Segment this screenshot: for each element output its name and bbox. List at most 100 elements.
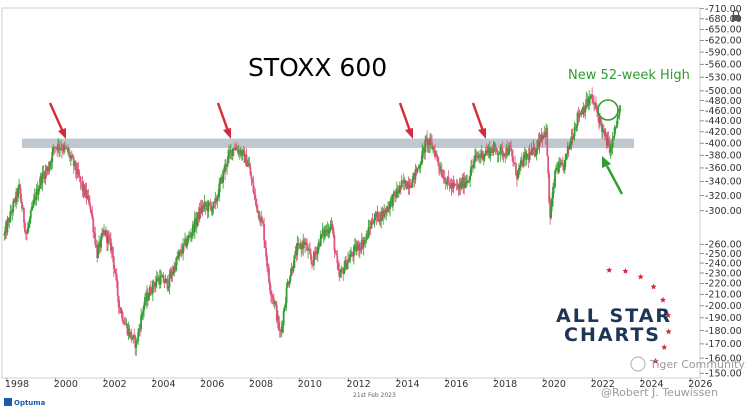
candle	[374, 211, 377, 221]
candle	[501, 141, 504, 160]
candle	[341, 266, 344, 271]
candle	[29, 209, 32, 223]
candle	[296, 235, 299, 261]
candle	[96, 240, 99, 263]
candle	[47, 161, 50, 175]
candle	[84, 183, 87, 199]
candle	[468, 176, 471, 183]
candle	[484, 146, 487, 157]
candle	[121, 309, 124, 324]
candle	[91, 205, 94, 220]
candle	[52, 144, 55, 156]
candle	[53, 145, 56, 155]
candle	[135, 337, 138, 356]
candle	[506, 140, 509, 158]
candle	[272, 293, 274, 305]
candle	[587, 95, 590, 111]
candle	[606, 131, 609, 149]
y-tick-label: -680.00	[705, 14, 742, 25]
candle	[79, 176, 82, 190]
candle	[376, 205, 379, 222]
candle	[271, 290, 273, 305]
candle	[358, 241, 361, 258]
candle	[210, 201, 213, 216]
red-arrow-2018	[471, 102, 486, 139]
candle	[166, 275, 169, 292]
candle	[340, 265, 343, 278]
candle	[429, 133, 431, 153]
brand-line2: CHARTS	[564, 324, 661, 346]
candle	[122, 319, 125, 325]
candle	[235, 141, 238, 151]
candle	[409, 179, 412, 189]
candle	[289, 268, 292, 284]
candle	[22, 204, 24, 210]
x-tick-label: 2014	[395, 379, 419, 390]
y-tick-label: -400.00	[705, 139, 742, 150]
candle	[547, 155, 550, 178]
candle	[321, 222, 324, 239]
candle	[312, 264, 314, 267]
candle	[338, 262, 341, 282]
candle	[284, 296, 287, 309]
candle	[446, 175, 449, 190]
candle	[589, 95, 592, 106]
y-tick-label: -230.00	[705, 268, 742, 279]
candle	[487, 144, 490, 159]
x-tick-label: 1998	[5, 379, 29, 390]
candle	[42, 165, 45, 177]
candle	[155, 270, 158, 289]
candle	[67, 146, 70, 158]
candle	[137, 328, 140, 345]
candle	[569, 137, 572, 149]
candle	[619, 104, 622, 112]
candle	[356, 240, 359, 249]
candle	[106, 229, 108, 252]
candle	[21, 198, 23, 213]
candle	[381, 206, 384, 221]
candle	[375, 211, 378, 225]
candle	[199, 200, 202, 218]
candle	[200, 199, 203, 215]
candle	[147, 288, 149, 306]
candle	[203, 194, 206, 212]
candle	[558, 157, 560, 174]
candle	[95, 239, 98, 248]
candle	[398, 181, 401, 194]
candle	[527, 147, 530, 169]
candle	[553, 178, 555, 195]
candle	[323, 225, 326, 241]
candle	[113, 264, 116, 274]
candle	[347, 251, 349, 270]
candle	[482, 153, 485, 166]
candle	[11, 208, 14, 221]
candle	[486, 145, 489, 156]
candle	[287, 280, 290, 287]
candle	[186, 235, 188, 250]
candle	[379, 211, 382, 227]
candle	[477, 151, 479, 160]
candle	[385, 205, 388, 221]
candle	[518, 164, 521, 175]
candle	[98, 235, 101, 254]
candle	[253, 186, 256, 201]
candle	[351, 250, 353, 257]
candle	[107, 229, 110, 246]
candle	[360, 232, 363, 255]
candle	[424, 135, 427, 161]
candle	[366, 229, 369, 240]
candle	[551, 192, 554, 212]
candle	[543, 125, 546, 139]
y-tick-label: -170.00	[705, 339, 742, 350]
candle	[108, 233, 111, 245]
candle	[148, 291, 150, 302]
candle	[361, 236, 364, 250]
x-tick-label: 2010	[298, 379, 322, 390]
candle	[522, 151, 525, 168]
candle	[146, 285, 148, 309]
candle	[219, 177, 222, 193]
watermark-text: Tiger Community	[649, 358, 745, 371]
candle	[36, 181, 39, 196]
candle	[504, 154, 507, 164]
candle	[64, 141, 66, 153]
